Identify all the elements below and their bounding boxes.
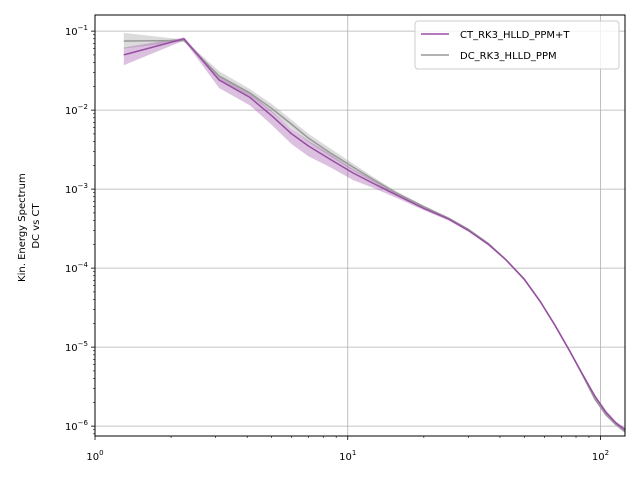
series-line-ct <box>123 38 626 431</box>
plot-frame <box>94 14 626 437</box>
y-tick-label: 10−1 <box>65 24 88 38</box>
x-axis-ticks: 100 101 102 <box>86 436 609 463</box>
y-tick-label: 10−3 <box>65 182 88 196</box>
legend-box <box>414 20 620 70</box>
grid-lines <box>94 15 625 436</box>
y-tick-label: 10−5 <box>65 340 88 354</box>
x-tick-label: 101 <box>339 449 356 463</box>
y-tick-label: 10−6 <box>65 419 89 433</box>
y-tick-label: 10−4 <box>65 261 89 275</box>
y-axis-label-line-2: DC vs CT <box>31 202 42 248</box>
y-tick-label: 10−2 <box>65 103 88 117</box>
y-axis-label-line-1: Kin. Energy Spectrum <box>17 173 28 282</box>
y-axis-ticks: 10−6 10−5 10−4 10−3 10−2 10−1 <box>65 24 95 435</box>
legend: CT_RK3_HLLD_PPM+T DC_RK3_HLLD_PPM <box>414 20 620 70</box>
plot-area <box>95 15 625 436</box>
y-axis-label: Kin. Energy Spectrum DC vs CT <box>17 170 42 282</box>
legend-label-dc: DC_RK3_HLLD_PPM <box>460 51 557 62</box>
legend-label-ct: CT_RK3_HLLD_PPM+T <box>460 30 570 41</box>
series-lines <box>123 38 626 433</box>
x-tick-label: 100 <box>86 449 103 463</box>
x-tick-label: 102 <box>592 449 609 463</box>
